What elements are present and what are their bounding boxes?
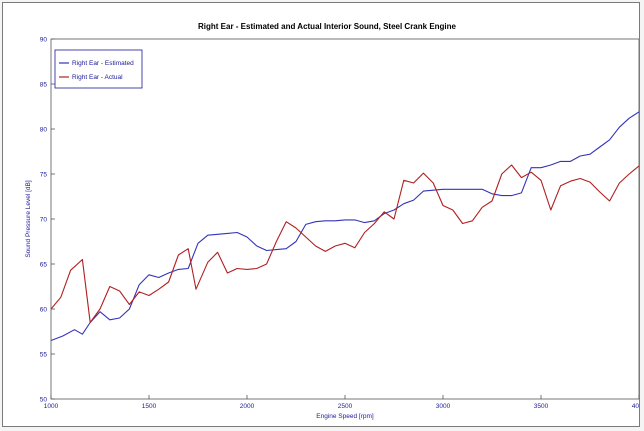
y-axis-ticks: 50 55 60 65 70 75 80 85 90 (40, 37, 55, 404)
x-axis-ticks: 1000 1500 2000 2500 3000 3500 4000 (44, 395, 639, 410)
y-tick-label: 50 (40, 397, 48, 404)
x-axis-label: Engine Speed [rpm] (316, 413, 374, 420)
legend: Right Ear - Estimated Right Ear - Actual (54, 49, 143, 89)
y-axis-label: Sound Pressure Level [dB] (25, 180, 32, 258)
x-tick-label: 2000 (240, 403, 255, 410)
series-line-actual (50, 164, 639, 324)
y-tick-label: 70 (40, 217, 48, 224)
x-tick-label: 4000 (632, 403, 639, 410)
y-tick-label: 65 (40, 262, 48, 269)
plot-area (50, 38, 639, 400)
x-tick-label: 1500 (142, 403, 157, 410)
y-tick-label: 85 (40, 82, 48, 89)
x-tick-label: 3500 (534, 403, 549, 410)
x-tick-label: 2500 (338, 403, 353, 410)
series-lines (50, 111, 639, 342)
chart-frame: Right Ear - Estimated and Actual Interio… (2, 2, 640, 427)
legend-label-estimated: Right Ear - Estimated (72, 60, 134, 67)
y-tick-label: 90 (40, 37, 48, 44)
series-line-estimated (50, 111, 639, 342)
y-tick-label: 75 (40, 172, 48, 179)
chart-title: Right Ear - Estimated and Actual Interio… (198, 22, 457, 31)
y-tick-label: 55 (40, 352, 48, 359)
x-tick-label: 1000 (44, 403, 59, 410)
legend-label-actual: Right Ear - Actual (72, 74, 123, 81)
legend-box (54, 49, 143, 89)
y-tick-label: 80 (40, 127, 48, 134)
x-tick-label: 3000 (436, 403, 451, 410)
y-tick-label: 60 (40, 307, 48, 314)
line-chart: Right Ear - Estimated and Actual Interio… (25, 22, 639, 420)
